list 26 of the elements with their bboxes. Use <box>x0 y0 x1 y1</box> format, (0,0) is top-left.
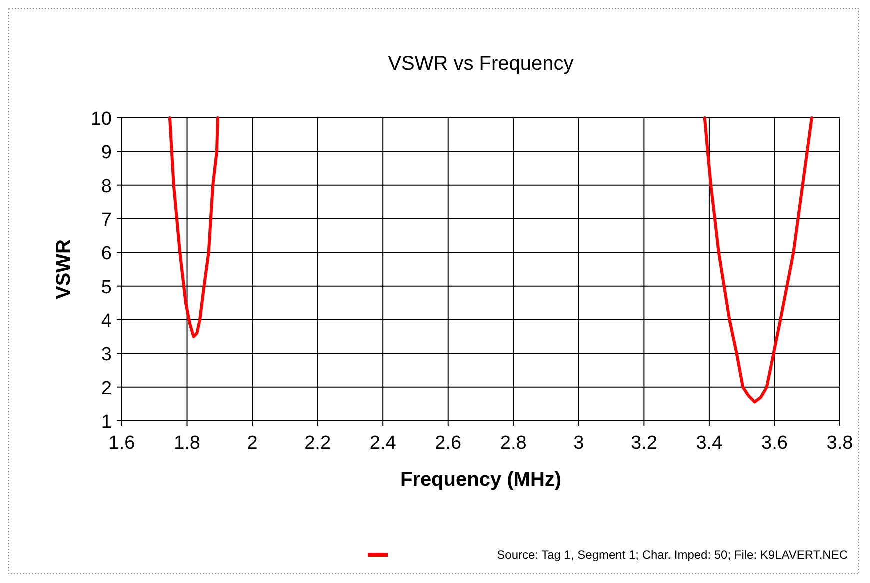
y-tick-label: 10 <box>90 109 112 130</box>
x-tick-label: 2.6 <box>435 433 462 454</box>
y-tick-label: 5 <box>101 277 112 298</box>
x-tick-label: 3.4 <box>696 433 724 454</box>
x-tick-label: 1.6 <box>108 433 136 454</box>
chart-title: VSWR vs Frequency <box>388 53 574 75</box>
x-tick-label: 1.8 <box>174 433 200 454</box>
y-tick-label: 1 <box>101 412 112 433</box>
y-tick-label: 3 <box>101 344 112 366</box>
x-tick-label: 2.8 <box>500 433 527 454</box>
x-tick-label: 3.6 <box>762 433 788 454</box>
y-tick-label: 7 <box>101 210 112 231</box>
x-tick-label: 3.8 <box>826 433 854 454</box>
x-tick-label: 2.2 <box>304 433 332 454</box>
x-tick-label: 3 <box>574 433 584 454</box>
y-axis-title: VSWR <box>53 238 75 300</box>
y-tick-label: 6 <box>101 244 112 265</box>
x-tick-label: 3.2 <box>630 433 658 454</box>
y-tick-label: 2 <box>101 378 112 400</box>
y-tick-label: 9 <box>101 142 112 164</box>
x-tick-label: 2 <box>247 433 258 454</box>
y-tick-label: 8 <box>101 176 112 198</box>
text: Source: Tag 1, Segment 1; Char. Imped: 50; File: K9LAVERT.NEC <box>497 548 848 562</box>
x-axis-title: Frequency (MHz) <box>400 469 562 491</box>
y-tick-label: 4 <box>101 311 112 332</box>
x-tick-label: 2.4 <box>370 433 397 454</box>
